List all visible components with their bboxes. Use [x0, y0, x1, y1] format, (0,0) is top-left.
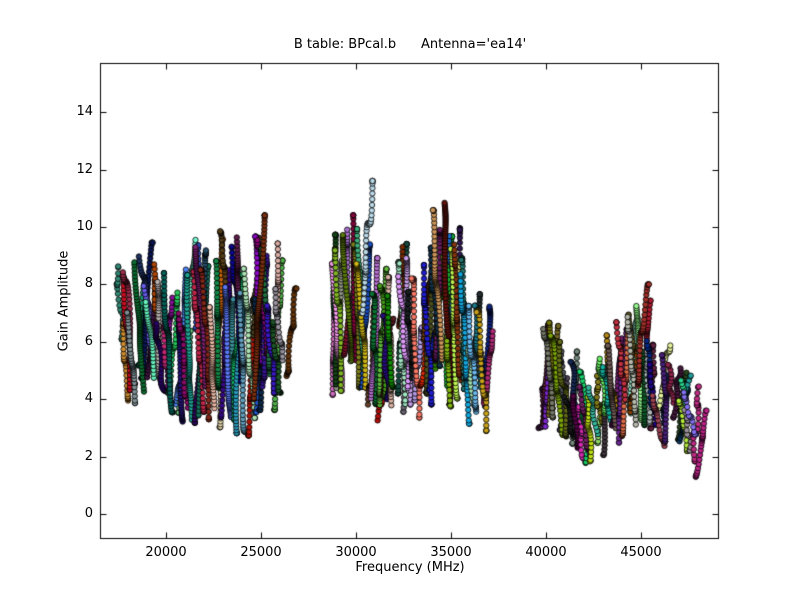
y-tick-label: 12	[76, 161, 93, 177]
x-tick-label: 30000	[335, 545, 377, 560]
y-tick-label: 4	[84, 391, 93, 407]
x-tick-label: 40000	[525, 545, 567, 560]
y-tick-label: 8	[84, 276, 93, 292]
x-tick-label: 20000	[145, 545, 187, 560]
x-tick-label: 45000	[620, 545, 662, 560]
x-axis-label: Frequency (MHz)	[355, 560, 465, 575]
y-tick-label: 0	[84, 506, 93, 522]
y-tick-label: 14	[76, 104, 93, 120]
y-tick-label: 10	[76, 218, 93, 234]
y-tick-label: 6	[84, 333, 93, 349]
x-tick-label: 35000	[430, 545, 472, 560]
y-tick-label: 2	[84, 448, 93, 464]
chart-title: B table: BPcal.b Antenna='ea14'	[293, 37, 527, 52]
x-tick-label: 25000	[240, 545, 282, 560]
